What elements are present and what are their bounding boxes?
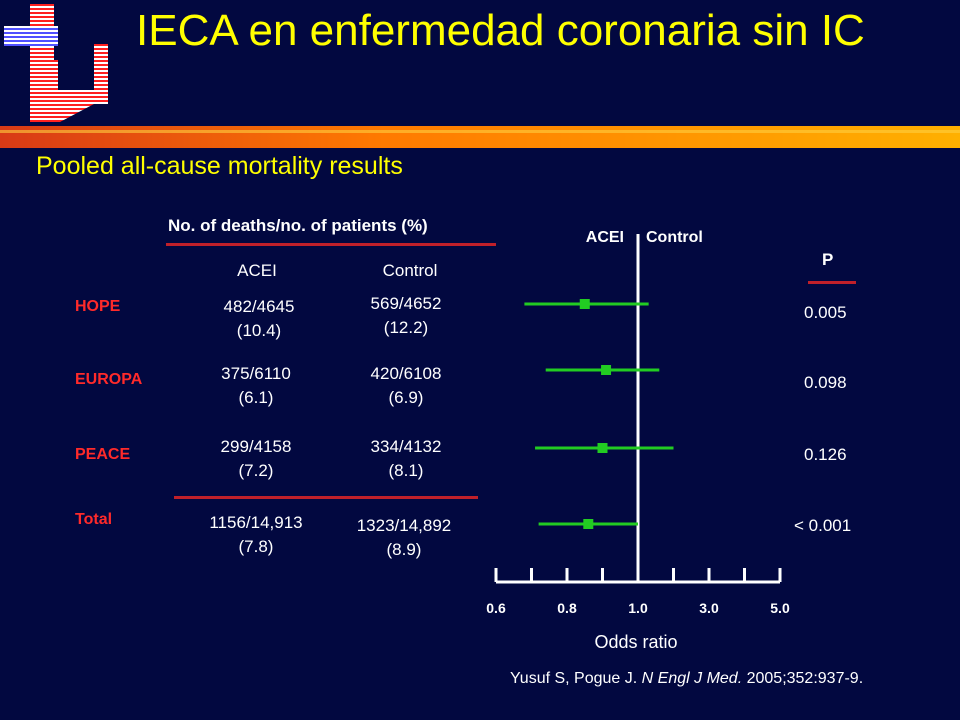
acei-cell-hope: 482/4645 (10.4) bbox=[189, 295, 329, 343]
x-tick-label: 5.0 bbox=[770, 600, 790, 616]
control-count: 334/4132 bbox=[370, 437, 442, 456]
citation-ref: 2005;352:937-9. bbox=[746, 670, 864, 687]
control-count: 569/4652 bbox=[370, 294, 442, 313]
trial-label-peace: PEACE bbox=[75, 446, 131, 463]
subtitle: Pooled all-cause mortality results bbox=[36, 152, 403, 180]
trial-label-total: Total bbox=[75, 511, 113, 528]
acei-percent: (10.4) bbox=[236, 321, 282, 340]
p-header: P bbox=[822, 250, 834, 269]
point-estimate-total bbox=[583, 519, 594, 529]
title-divider-bar bbox=[0, 126, 960, 148]
acei-cell-europa: 375/6110 (6.1) bbox=[186, 362, 326, 410]
point-estimate-peace bbox=[597, 443, 608, 453]
header-underline bbox=[166, 243, 496, 246]
p-header-underline bbox=[808, 281, 856, 284]
plot-area: 0.6 0.8 1.0 3.0 5.0 bbox=[486, 234, 790, 616]
citation: Yusuf S, Pogue J. N Engl J Med. 2005;352… bbox=[510, 670, 863, 688]
citation-authors: Yusuf S, Pogue J. bbox=[510, 670, 638, 687]
acei-percent: (6.1) bbox=[238, 388, 274, 407]
acei-cell-total: 1156/14,913 (7.8) bbox=[186, 511, 326, 559]
point-estimate-hope bbox=[579, 299, 590, 309]
x-axis-label: Odds ratio bbox=[594, 632, 677, 652]
column-header-control: Control bbox=[382, 261, 438, 280]
acei-count: 375/6110 bbox=[221, 364, 291, 383]
acei-count: 1156/14,913 bbox=[209, 513, 303, 532]
acei-percent: (7.8) bbox=[238, 537, 274, 556]
citation-journal: N Engl J Med. bbox=[641, 670, 743, 687]
trial-label-europa: EUROPA bbox=[75, 371, 143, 388]
control-cell-total: 1323/14,892 (8.9) bbox=[334, 514, 474, 562]
total-divider bbox=[174, 496, 478, 499]
x-tick-label: 0.6 bbox=[486, 600, 506, 616]
acei-cell-peace: 299/4158 (7.2) bbox=[186, 435, 326, 483]
column-header-acei: ACEI bbox=[237, 261, 277, 280]
x-tick-label: 3.0 bbox=[699, 600, 719, 616]
side-label-acei: ACEI bbox=[586, 229, 624, 246]
control-count: 420/6108 bbox=[370, 364, 442, 383]
control-cell-peace: 334/4132 (8.1) bbox=[336, 435, 476, 483]
control-cell-hope: 569/4652 (12.2) bbox=[336, 292, 476, 340]
trial-label-hope: HOPE bbox=[75, 298, 121, 315]
control-percent: (8.9) bbox=[386, 540, 422, 559]
group-header: No. of deaths/no. of patients (%) bbox=[168, 216, 428, 235]
control-percent: (8.1) bbox=[388, 461, 424, 480]
control-count: 1323/14,892 bbox=[356, 516, 452, 535]
acei-count: 299/4158 bbox=[220, 437, 292, 456]
control-cell-europa: 420/6108 (6.9) bbox=[336, 362, 476, 410]
control-percent: (12.2) bbox=[383, 318, 429, 337]
logo bbox=[4, 4, 108, 122]
p-value-hope: 0.005 bbox=[804, 303, 847, 322]
p-value-europa: 0.098 bbox=[804, 373, 847, 392]
forest-plot: ACEI Control 0.6 0.8 1.0 3.0 5.0 Odds ratio bbox=[486, 229, 790, 652]
p-value-peace: 0.126 bbox=[804, 445, 847, 464]
page-title: IECA en enfermedad coronaria sin IC bbox=[136, 6, 865, 55]
x-tick-label: 0.8 bbox=[557, 600, 577, 616]
p-value-total: < 0.001 bbox=[794, 516, 852, 535]
x-tick-label: 1.0 bbox=[628, 600, 648, 616]
control-percent: (6.9) bbox=[388, 388, 424, 407]
acei-count: 482/4645 bbox=[223, 297, 295, 316]
acei-percent: (7.2) bbox=[238, 461, 274, 480]
side-label-control: Control bbox=[646, 229, 703, 246]
point-estimate-europa bbox=[601, 365, 612, 375]
